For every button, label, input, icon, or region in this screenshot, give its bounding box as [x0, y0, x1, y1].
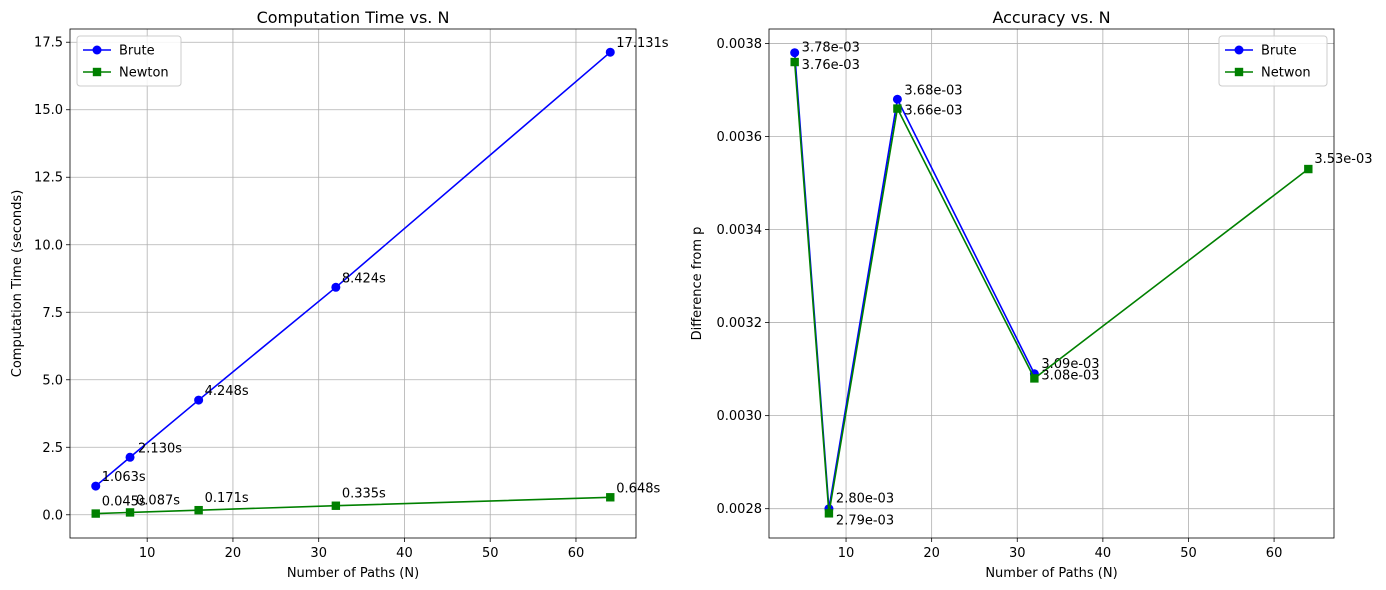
x-tick-label: 10 — [838, 546, 855, 561]
x-tick-label: 40 — [1095, 546, 1112, 561]
data-label-netwon: 2.79e-03 — [836, 513, 894, 528]
x-tick-label: 60 — [568, 546, 585, 561]
x-tick-label: 50 — [1180, 546, 1197, 561]
data-label-brute: 3.78e-03 — [802, 41, 860, 56]
chart-title: Accuracy vs. N — [992, 8, 1110, 27]
data-point-brute — [194, 395, 204, 405]
data-label-brute: 3.09e-03 — [1041, 357, 1099, 372]
y-tick-label: 7.5 — [42, 306, 63, 321]
y-tick-label: 2.5 — [42, 441, 63, 456]
x-axis-label: Number of Paths (N) — [985, 566, 1117, 581]
data-label-newton: 0.087s — [136, 493, 180, 508]
legend-marker-newton — [92, 67, 102, 77]
data-label-netwon: 3.66e-03 — [904, 104, 962, 119]
y-tick-label: 0.0036 — [717, 130, 763, 145]
x-tick-label: 40 — [396, 546, 413, 561]
data-label-newton: 0.648s — [616, 481, 660, 496]
y-axis-label: Difference from p — [690, 227, 705, 341]
legend-marker-netwon — [1234, 67, 1244, 77]
y-tick-label: 12.5 — [34, 171, 63, 186]
x-tick-label: 30 — [310, 546, 327, 561]
data-point-netwon — [893, 104, 902, 113]
data-point-brute — [125, 452, 135, 462]
legend-label-brute: Brute — [119, 44, 155, 59]
legend-box — [1218, 35, 1328, 87]
axes-frame — [768, 28, 1335, 539]
legend-marker-brute — [92, 45, 102, 55]
y-tick-label: 15.0 — [34, 103, 63, 118]
data-point-newton — [606, 493, 615, 502]
axes-frame — [69, 28, 637, 539]
data-point-netwon — [790, 57, 799, 67]
data-label-brute: 3.68e-03 — [904, 83, 962, 98]
data-point-brute — [331, 282, 341, 292]
x-tick-label: 30 — [1009, 546, 1026, 561]
data-label-newton: 0.171s — [205, 491, 249, 506]
x-tick-label: 10 — [139, 546, 156, 561]
data-point-newton — [194, 505, 203, 515]
data-point-newton — [125, 508, 135, 517]
legend-label-netwon: Netwon — [1261, 66, 1311, 81]
data-label-netwon: 3.08e-03 — [1041, 368, 1099, 383]
legend-label-newton: Newton — [119, 66, 169, 81]
y-tick-label: 0.0038 — [717, 37, 763, 52]
legend: Brute Netwon — [1218, 35, 1328, 87]
x-tick-label: 20 — [225, 546, 242, 561]
y-tick-label: 10.0 — [34, 238, 63, 253]
y-tick-label: 0.0028 — [717, 502, 763, 517]
data-label-netwon: 3.76e-03 — [802, 58, 860, 73]
data-label-netwon: 3.53e-03 — [1314, 152, 1372, 167]
data-label-newton: 0.045s — [102, 495, 146, 510]
legend: Brute Newton — [76, 35, 182, 87]
accuracy-chart: 10 20 30 40 50 60 0.0028 0.0030 0.0032 0.0034 0.00… — [690, 8, 1373, 581]
data-point-newton — [91, 509, 100, 518]
computation-time-chart: 10 20 30 40 50 60 0.0 2.5 5.0 7.5 10.0 12.5 15.0 17.5… — [10, 8, 669, 581]
data-label-brute: 1.063s — [102, 470, 146, 485]
y-tick-label: 0.0 — [42, 508, 63, 523]
data-point-netwon — [1304, 164, 1313, 174]
x-tick-label: 20 — [923, 546, 940, 561]
data-point-newton — [331, 501, 341, 510]
data-label-brute: 2.130s — [138, 441, 182, 456]
legend-label-brute: Brute — [1261, 44, 1297, 59]
grid — [769, 29, 1334, 538]
y-axis-label: Computation Time (seconds) — [10, 190, 25, 378]
x-tick-label: 50 — [482, 546, 499, 561]
y-tick-label: 0.0034 — [717, 223, 763, 238]
data-point-brute — [790, 48, 800, 58]
data-label-brute: 2.80e-03 — [836, 492, 894, 507]
data-label-brute: 8.424s — [342, 271, 386, 286]
data-label-brute: 17.131s — [616, 36, 668, 51]
legend-box — [76, 35, 182, 87]
data-point-netwon — [1030, 374, 1039, 383]
data-point-brute — [605, 47, 615, 57]
data-point-brute — [892, 94, 902, 104]
data-label-newton: 0.335s — [342, 487, 386, 502]
x-axis-label: Number of Paths (N) — [287, 566, 419, 581]
legend-marker-brute — [1234, 45, 1244, 55]
data-point-brute — [91, 481, 101, 491]
y-tick-label: 0.0030 — [717, 409, 763, 424]
grid — [70, 29, 636, 538]
y-tick-label: 0.0032 — [717, 316, 763, 331]
chart-title: Computation Time vs. N — [257, 8, 450, 27]
x-tick-label: 60 — [1266, 546, 1283, 561]
data-point-netwon — [824, 509, 834, 518]
data-label-brute: 4.248s — [205, 384, 249, 399]
y-tick-label: 5.0 — [42, 373, 63, 388]
y-tick-label: 17.5 — [34, 36, 63, 51]
